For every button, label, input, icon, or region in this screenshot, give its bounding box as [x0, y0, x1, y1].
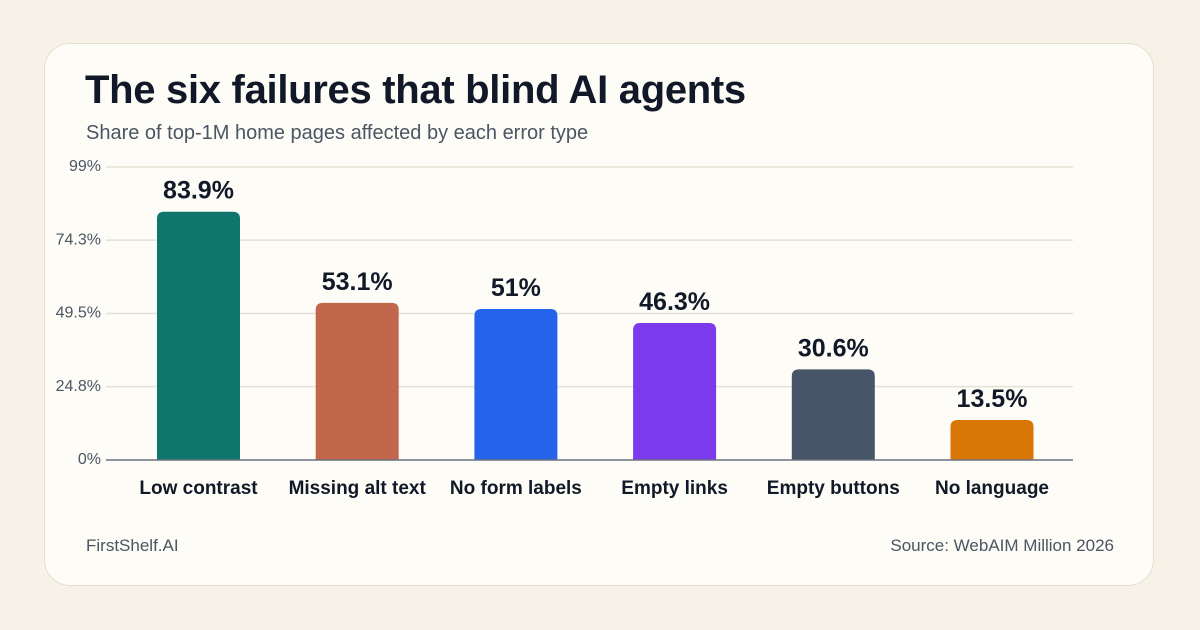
data-label: 46.3% — [639, 288, 710, 316]
bar — [791, 369, 875, 460]
x-tick-label: Missing alt text — [289, 478, 427, 499]
category-labels: Low contrast Missing alt text No form labe… — [139, 478, 1049, 499]
bar — [633, 322, 717, 460]
data-label: 83.9% — [163, 177, 234, 205]
x-tick-label: Empty links — [621, 478, 728, 499]
x-tick-label: No form labels — [450, 478, 582, 499]
chart-title: The six failures that blind AI agents — [85, 68, 746, 112]
y-axis-ticks: 0% 24.8% 49.5% 74.3% 99% — [56, 158, 101, 468]
source-note: Source: WebAIM Million 2026 — [890, 536, 1114, 555]
chart-card: The six failures that blind AI agents Sh… — [44, 43, 1154, 586]
bar-chart: 0% 24.8% 49.5% 74.3% 99% 83.9% 53.1% 51% 46.3% 3… — [56, 158, 1073, 499]
data-label: 51% — [491, 274, 541, 302]
gridlines — [106, 166, 1073, 388]
value-labels: 83.9% 53.1% 51% 46.3% 30.6% 13.5% — [163, 177, 1027, 413]
bars — [157, 211, 1034, 460]
y-tick-label: 24.8% — [56, 378, 101, 395]
y-tick-label: 0% — [78, 451, 101, 468]
data-label: 30.6% — [798, 334, 869, 362]
brand-name: FirstShelf.AI — [86, 536, 179, 555]
bar — [315, 302, 399, 460]
x-tick-label: Low contrast — [139, 478, 258, 499]
y-tick-label: 99% — [69, 158, 101, 175]
x-tick-label: No language — [935, 478, 1049, 499]
y-tick-label: 49.5% — [56, 305, 101, 322]
bar — [474, 309, 558, 460]
data-label: 13.5% — [957, 385, 1028, 413]
bar — [950, 420, 1034, 460]
bar — [157, 211, 240, 460]
data-label: 53.1% — [322, 268, 393, 296]
chart-subtitle: Share of top-1M home pages affected by e… — [86, 122, 589, 144]
x-tick-label: Empty buttons — [767, 478, 900, 499]
y-tick-label: 74.3% — [56, 231, 101, 248]
